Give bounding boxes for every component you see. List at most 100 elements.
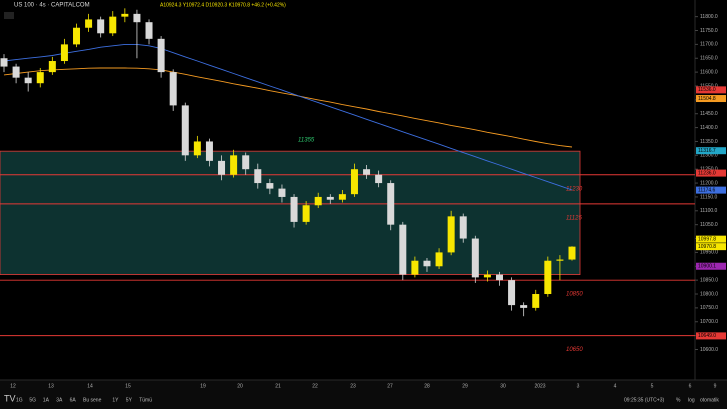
x-tick-label: 30 bbox=[500, 383, 506, 389]
candle-body bbox=[532, 294, 540, 308]
y-tick-label: 11400.0 bbox=[700, 125, 718, 131]
candle-body bbox=[423, 260, 431, 267]
candle-body bbox=[254, 169, 262, 184]
candle-body bbox=[181, 105, 189, 156]
candle-body bbox=[447, 216, 455, 253]
y-tick-label: 11650.0 bbox=[700, 56, 718, 62]
x-tick-label: 5 bbox=[651, 383, 654, 389]
range-button[interactable]: 5G bbox=[29, 397, 36, 403]
y-tick-label: 11450.0 bbox=[700, 111, 718, 117]
price-badge bbox=[696, 243, 726, 251]
candle-body bbox=[363, 169, 371, 175]
moving-average bbox=[3, 67, 573, 148]
y-tick-label: 11600.0 bbox=[700, 69, 718, 75]
candle-body bbox=[302, 205, 310, 222]
price-badge-label: 11536.0 bbox=[698, 87, 716, 93]
candle-body bbox=[326, 196, 334, 200]
x-tick-label: 3 bbox=[577, 383, 580, 389]
price-badge-label: 11504.8 bbox=[698, 96, 716, 102]
candle-body bbox=[483, 274, 491, 278]
price-badge bbox=[696, 95, 726, 103]
candle-body bbox=[471, 238, 479, 278]
candle-body bbox=[508, 280, 516, 306]
range-button[interactable]: 1A bbox=[43, 397, 50, 403]
chart-title: US 100 · 4s · CAPITALCOM bbox=[14, 3, 90, 9]
candle-body bbox=[338, 194, 346, 200]
candle-body bbox=[495, 274, 503, 281]
level-label: 11230 bbox=[566, 186, 583, 192]
range-button[interactable]: 6A bbox=[70, 397, 77, 403]
price-badge-label: 10900.1 bbox=[698, 264, 716, 270]
candle-body bbox=[157, 38, 165, 73]
candle-body bbox=[109, 16, 117, 34]
candle-body bbox=[73, 27, 81, 45]
price-badge-label: 11316.7 bbox=[698, 148, 716, 154]
x-tick-label: 19 bbox=[200, 383, 206, 389]
candle-body bbox=[544, 260, 552, 295]
y-tick-label: 11550.0 bbox=[700, 83, 718, 89]
y-tick-label: 10950.0 bbox=[700, 250, 718, 256]
x-tick-label: 14 bbox=[87, 383, 93, 389]
candle-body bbox=[85, 19, 93, 28]
y-tick-label: 11100.0 bbox=[700, 208, 718, 214]
candle-body bbox=[133, 13, 141, 23]
range-button[interactable]: Bu sene bbox=[83, 397, 102, 403]
price-badge bbox=[696, 235, 726, 243]
range-button[interactable]: 1Y bbox=[112, 397, 119, 403]
scale-option[interactable]: log bbox=[688, 397, 695, 403]
candle-body bbox=[387, 183, 395, 225]
candle-body bbox=[0, 58, 8, 67]
price-badge bbox=[696, 262, 726, 270]
bottom-bar bbox=[0, 380, 727, 409]
price-badge bbox=[696, 169, 726, 177]
x-tick-label: 2023 bbox=[534, 383, 545, 389]
ohlc-header: A10924.3 Y10972.4 D10920.3 K10970.8 +46.… bbox=[160, 2, 286, 8]
price-badge-label: 10649.0 bbox=[698, 333, 716, 339]
candle-body bbox=[520, 305, 528, 308]
y-tick-label: 11750.0 bbox=[700, 28, 718, 34]
range-button[interactable]: Tümü bbox=[139, 397, 152, 403]
y-tick-label: 10600.0 bbox=[700, 347, 718, 353]
candle-body bbox=[60, 44, 68, 62]
x-tick-label: 4 bbox=[614, 383, 617, 389]
y-tick-label: 10750.0 bbox=[700, 305, 718, 311]
y-tick-label: 11300.0 bbox=[700, 153, 718, 159]
price-badge-label: 10970.8 bbox=[698, 244, 716, 250]
scale-option[interactable]: % bbox=[676, 397, 681, 403]
x-tick-label: 13 bbox=[48, 383, 54, 389]
price-badge bbox=[696, 86, 726, 94]
price-badge bbox=[696, 332, 726, 340]
candle-body bbox=[350, 169, 358, 195]
candle-body bbox=[121, 13, 129, 17]
candle-body bbox=[556, 259, 564, 261]
candle-body bbox=[24, 77, 32, 84]
y-tick-label: 11050.0 bbox=[700, 222, 718, 228]
candle-body bbox=[145, 22, 153, 39]
candle-body bbox=[242, 155, 250, 170]
candle-body bbox=[266, 183, 274, 189]
scale-option[interactable]: otomatik bbox=[700, 397, 719, 403]
x-tick-label: 22 bbox=[312, 383, 318, 389]
zone bbox=[0, 150, 581, 275]
y-tick-label: 10800.0 bbox=[700, 291, 718, 297]
range-button[interactable]: 3A bbox=[56, 397, 63, 403]
annotation: 11355 bbox=[298, 138, 315, 144]
candle-body bbox=[399, 224, 407, 275]
candle-body bbox=[169, 72, 177, 106]
candle-body bbox=[568, 246, 576, 260]
x-tick-label: 29 bbox=[462, 383, 468, 389]
candle-body bbox=[278, 188, 286, 197]
y-tick-label: 11200.0 bbox=[700, 180, 718, 186]
candle-body bbox=[36, 72, 44, 84]
y-tick-label: 11150.0 bbox=[700, 194, 718, 200]
range-button[interactable]: 5Y bbox=[126, 397, 133, 403]
collapse-button[interactable] bbox=[4, 12, 14, 19]
range-button[interactable]: 1G bbox=[16, 397, 23, 403]
clock: 09:25:35 (UTC+3) bbox=[624, 397, 664, 403]
price-badge-label: 11174.6 bbox=[698, 187, 716, 193]
y-tick-label: 10850.0 bbox=[700, 277, 718, 283]
candle-body bbox=[218, 160, 226, 175]
x-tick-label: 15 bbox=[125, 383, 131, 389]
candle-body bbox=[459, 216, 467, 239]
